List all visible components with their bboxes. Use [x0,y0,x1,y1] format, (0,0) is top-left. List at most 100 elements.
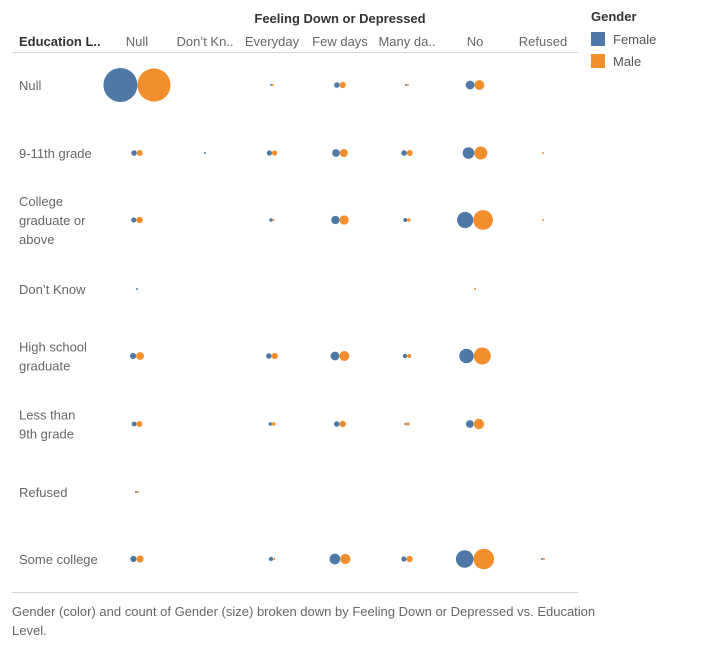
bubble-female[interactable] [270,84,272,86]
bubble-female[interactable] [401,150,407,156]
legend-label-male: Male [613,53,642,69]
bubble-female[interactable] [268,422,272,426]
bubble-male[interactable] [137,491,139,493]
bubble-male[interactable] [136,216,143,224]
bubble-male[interactable] [339,148,348,158]
bubble-female[interactable] [405,84,407,86]
bubble-male[interactable] [473,548,495,570]
bubble-female[interactable] [131,150,137,156]
row-label-line: 9-11th grade [19,146,92,161]
bubble-female[interactable] [266,353,272,359]
bubble-male[interactable] [136,421,143,427]
column-group-title: Feeling Down or Depressed [254,11,425,26]
bubble-female[interactable] [455,550,474,568]
bubble-female[interactable] [465,80,475,90]
bubble-female[interactable] [129,352,137,360]
bubble-male[interactable] [406,555,413,563]
bubble-male[interactable] [339,81,346,89]
bubble-male[interactable] [136,352,145,360]
bubble-male[interactable] [137,68,171,102]
bubble-male[interactable] [407,84,409,86]
bubble-female[interactable] [130,555,137,563]
bubble-male[interactable] [542,152,544,154]
row-label-line: Less than [19,408,75,423]
row-label: Null [19,78,42,93]
bubble-female[interactable] [401,556,407,562]
legend-swatch-male [591,54,605,68]
bubble-female[interactable] [330,351,340,361]
row-label-line: graduate or [19,213,86,228]
bubble-male[interactable] [339,350,350,362]
column-label: Few days [312,34,368,49]
bubble-female[interactable] [404,423,407,425]
bubble-female[interactable] [332,149,340,157]
legend-swatch-female [591,32,605,46]
row-label: Some college [19,552,98,567]
bubble-male[interactable] [339,215,349,225]
column-label: Everyday [245,34,300,49]
bubble-male[interactable] [407,218,411,222]
bubble-male[interactable] [272,219,275,221]
chart-caption: Gender (color) and count of Gender (size… [12,604,596,638]
row-header-label: Education L.. [19,34,101,49]
row-label: High school graduate [19,340,87,374]
row-label-line: College [19,194,63,209]
bubble-female[interactable] [457,211,474,229]
column-label: Don’t Kn.. [176,34,233,49]
bubble-male[interactable] [136,555,144,563]
bubble-female[interactable] [131,217,137,223]
column-label: Refused [519,34,567,49]
bubble-male[interactable] [474,80,485,90]
bubble-male[interactable] [136,150,143,156]
bubble-female[interactable] [136,288,138,290]
legend-item-male[interactable]: Male [591,50,656,72]
row-label-line: graduate [19,359,70,374]
bubble-male[interactable] [272,422,276,426]
legend-item-female[interactable]: Female [591,28,656,50]
row-label-line: Refused [19,485,67,500]
bubble-female[interactable] [269,218,273,222]
bubble-female[interactable] [131,421,137,427]
bubble-female[interactable] [204,152,206,154]
bubble-male[interactable] [271,352,278,360]
bubble-female[interactable] [462,147,475,159]
bubble-male[interactable] [473,210,493,230]
bubble-female[interactable] [334,82,340,88]
bubble-female[interactable] [103,68,138,102]
bubble-female[interactable] [459,348,474,364]
bubble-male[interactable] [542,219,544,221]
bubble-male[interactable] [543,558,545,560]
column-label: Many da.. [378,34,435,49]
row-label-line: 9th grade [19,427,74,442]
bubble-male[interactable] [339,420,347,428]
bubble-male[interactable] [272,84,274,86]
bubble-male[interactable] [272,150,278,156]
bubble-male[interactable] [407,354,412,358]
bubble-male[interactable] [340,553,351,565]
bubble-female[interactable] [403,218,408,222]
bubble-female[interactable] [402,353,408,359]
row-label-line: Some college [19,552,98,567]
bubble-male[interactable] [406,150,413,156]
row-label: Refused [19,485,67,500]
bubble-female[interactable] [135,491,138,493]
bubble-male[interactable] [406,422,410,426]
bubble-female[interactable] [268,556,274,562]
row-label-line: Don’t Know [19,282,86,297]
bubble-female[interactable] [329,553,341,565]
bubble-male[interactable] [474,288,476,290]
row-label: 9-11th grade [19,146,92,161]
bubble-female[interactable] [541,558,543,560]
bubble-male[interactable] [473,347,491,365]
row-label: College graduate or above [19,194,86,247]
row-label: Less than 9th grade [19,408,75,442]
row-label-line: Null [19,78,42,93]
bubble-female[interactable] [465,420,474,428]
bubble-male[interactable] [474,146,488,160]
bubble-female[interactable] [333,421,340,427]
bubble-male[interactable] [273,558,276,560]
bubble-male[interactable] [473,418,485,430]
bubble-female[interactable] [266,150,272,156]
bubble-female[interactable] [331,215,340,225]
